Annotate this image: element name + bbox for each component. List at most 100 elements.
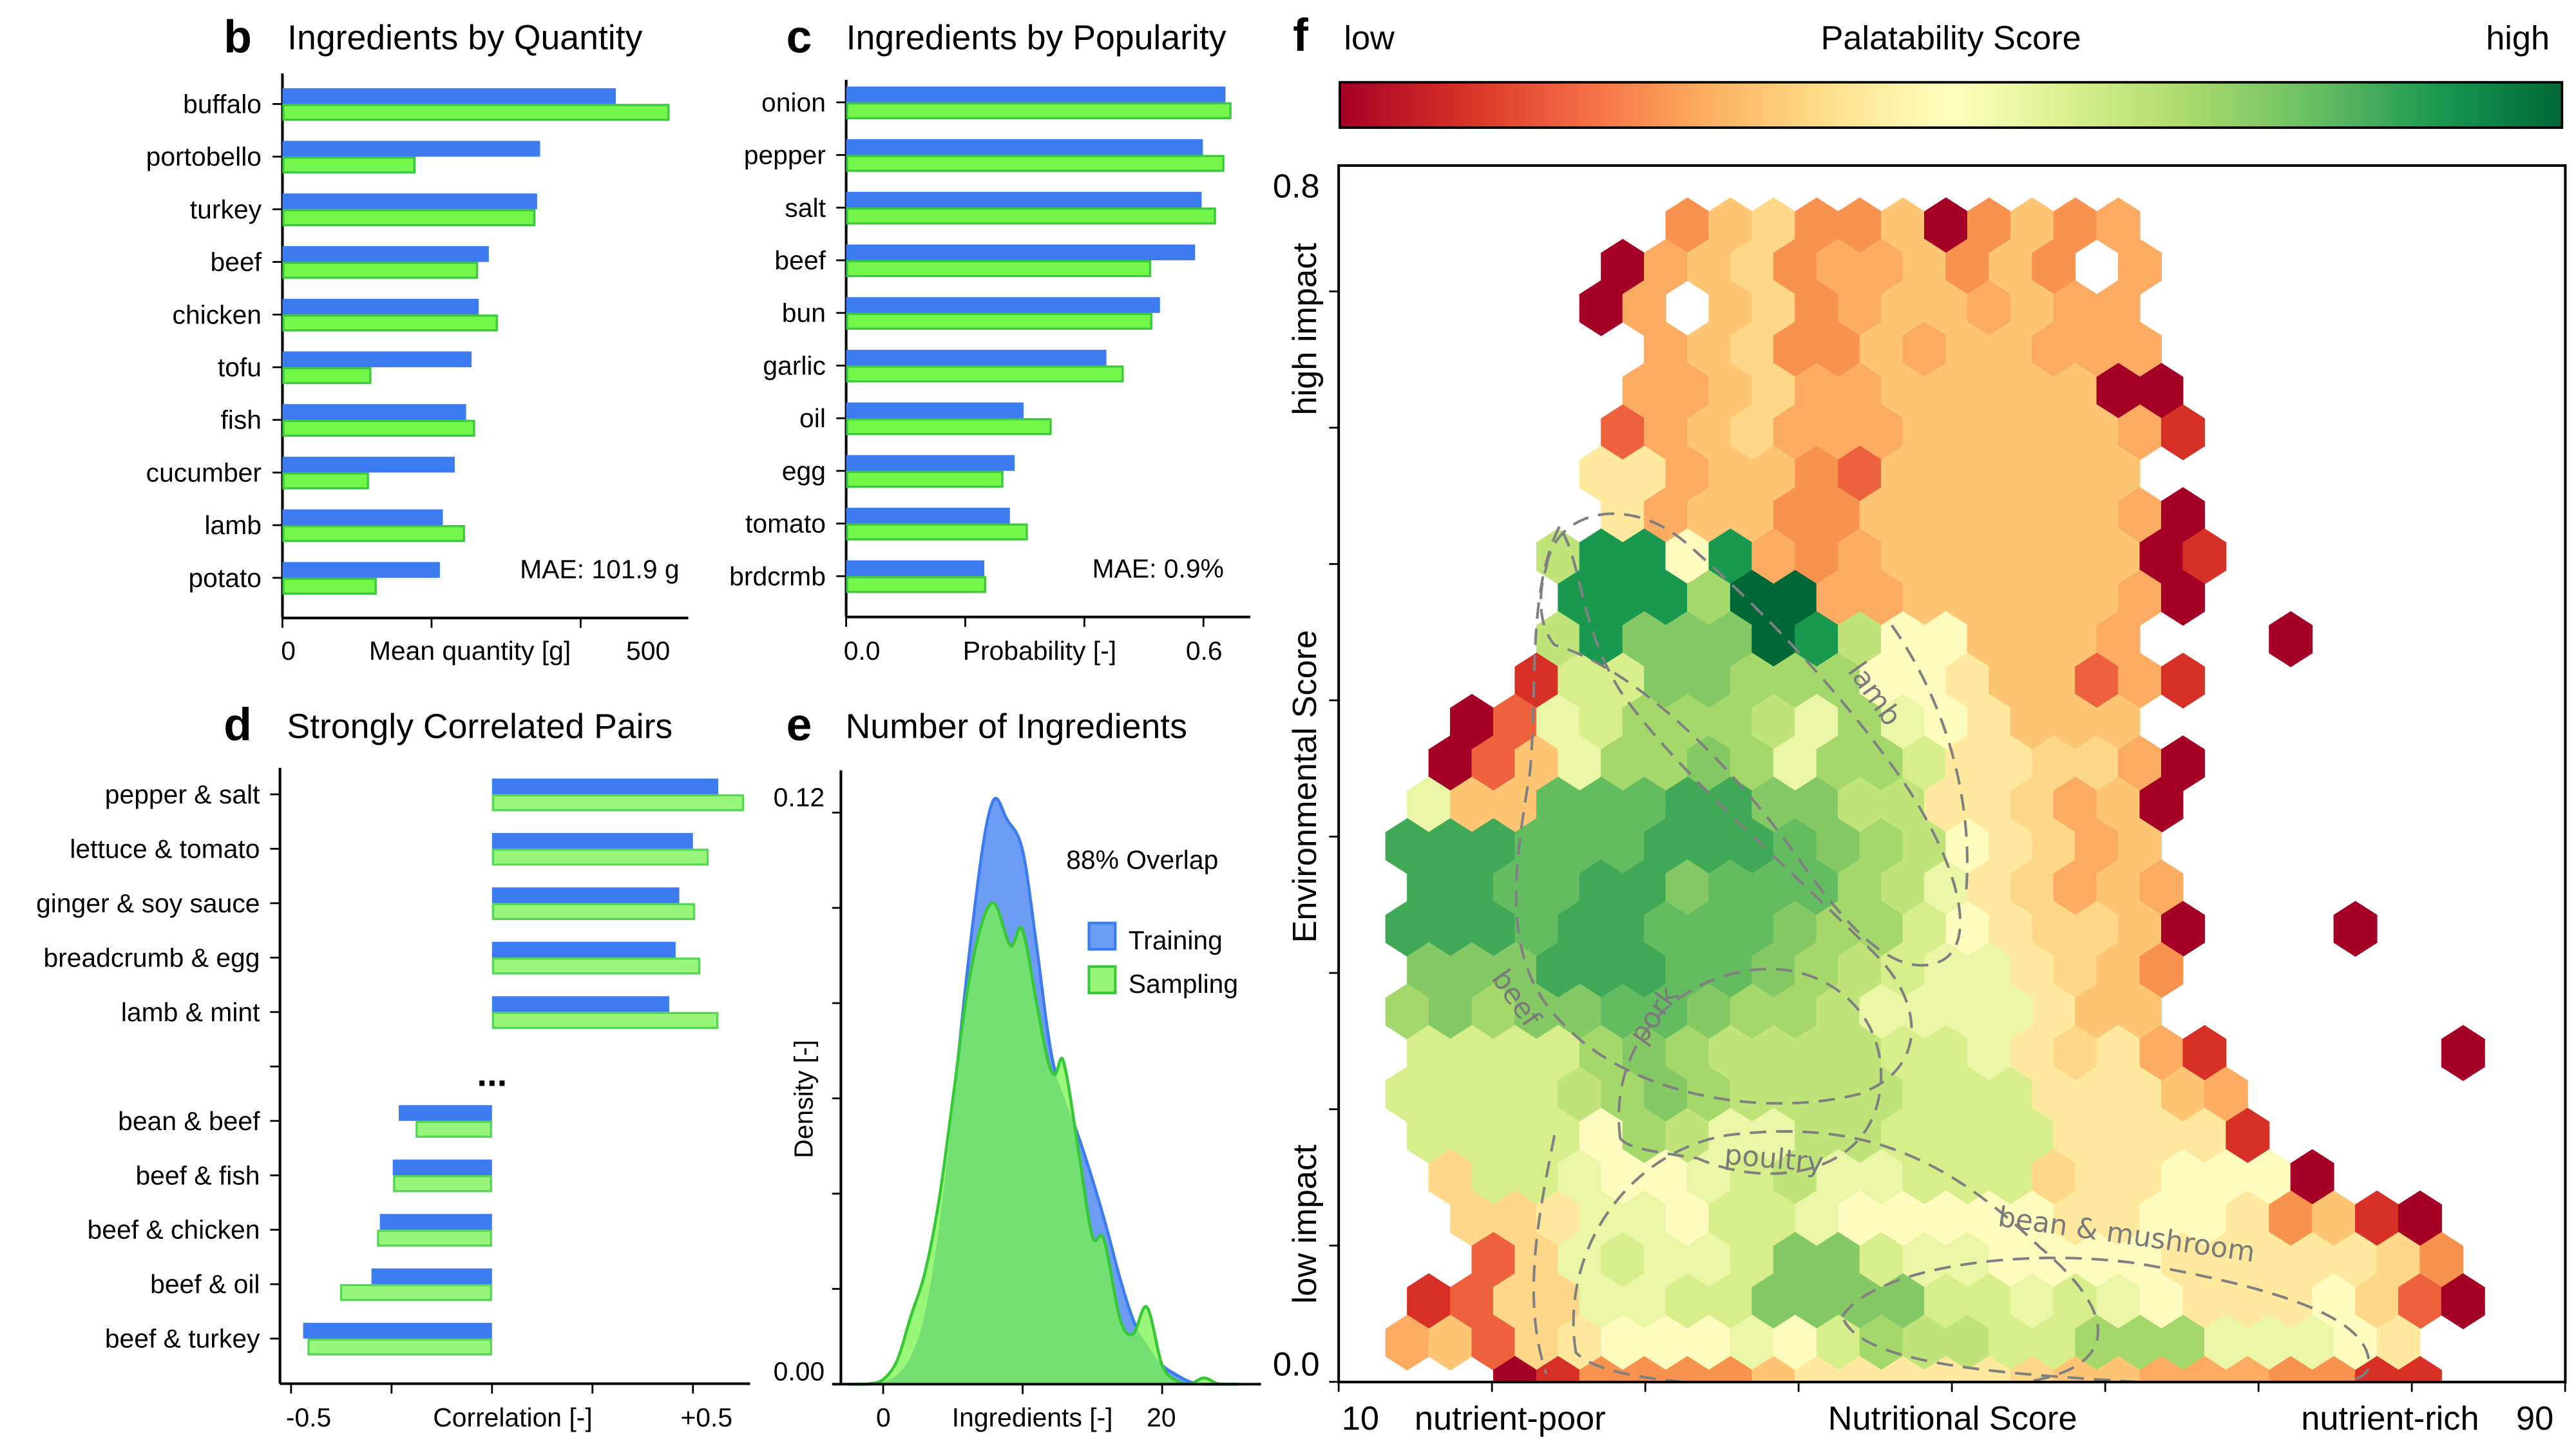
category-label: ginger & soy sauce bbox=[36, 888, 260, 918]
bar-training bbox=[282, 193, 537, 209]
bar-sampling bbox=[846, 576, 986, 593]
category-label: turkey bbox=[190, 195, 262, 224]
x-tick-label: 10 bbox=[1342, 1400, 1379, 1437]
overlap-annotation: 88% Overlap bbox=[1066, 845, 1218, 874]
x-tick-label: 0 bbox=[876, 1403, 891, 1432]
bar-sampling bbox=[282, 367, 372, 385]
y-tick-label: 0.0 bbox=[1273, 1346, 1320, 1383]
x-axis-label: Ingredients [-] bbox=[952, 1403, 1113, 1432]
category-label: lettuce & tomato bbox=[70, 834, 260, 863]
panel-e: e Number of Ingredients 0.12 0.00 Densit… bbox=[774, 699, 1261, 1432]
bar-group: onion pepper salt beef bun garlic oil egg tomato… bbox=[729, 86, 1232, 627]
bar-sampling bbox=[282, 524, 465, 542]
x-tick-label: 0 bbox=[281, 636, 296, 666]
bar-training bbox=[491, 887, 680, 903]
bar-training bbox=[491, 778, 719, 794]
category-label: lamb & mint bbox=[121, 997, 260, 1027]
bar-training bbox=[282, 509, 443, 526]
panel-title: Ingredients by Popularity bbox=[846, 19, 1226, 57]
category-label: salt bbox=[785, 193, 826, 222]
bar-sampling bbox=[282, 262, 479, 279]
gap-ellipsis: ... bbox=[477, 1053, 507, 1093]
bar-sampling bbox=[846, 102, 1232, 120]
y-tick-label: 0.00 bbox=[774, 1357, 825, 1387]
hex-cell bbox=[2161, 570, 2205, 626]
x-side-label-poor: nutrient-poor bbox=[1415, 1400, 1606, 1437]
bar-sampling bbox=[846, 260, 1152, 278]
bar-sampling bbox=[491, 957, 701, 975]
bar-sampling bbox=[491, 903, 695, 921]
panel-title: Ingredients by Quantity bbox=[287, 19, 642, 57]
category-label: beef & chicken bbox=[88, 1215, 260, 1245]
contour-beef bbox=[1514, 524, 1913, 1105]
contour-lamb bbox=[1539, 512, 1962, 967]
category-label: pepper & salt bbox=[105, 780, 260, 809]
category-label: bean & beef bbox=[118, 1106, 260, 1136]
category-label: garlic bbox=[763, 350, 826, 380]
bar-sampling bbox=[846, 207, 1216, 225]
bar-sampling bbox=[846, 312, 1152, 330]
y-axis-label: Environmental Score bbox=[1286, 630, 1324, 943]
bar-training bbox=[282, 351, 472, 367]
bar-training bbox=[282, 456, 455, 473]
category-label: cucumber bbox=[146, 457, 262, 487]
panel-letter: e bbox=[787, 699, 812, 751]
mae-annotation: MAE: 0.9% bbox=[1092, 553, 1224, 583]
x-tick-label: -0.5 bbox=[286, 1403, 331, 1432]
bar-sampling bbox=[846, 523, 1028, 541]
bar-sampling bbox=[491, 849, 709, 866]
panel-title: Number of Ingredients bbox=[846, 707, 1187, 745]
sampling-density-line bbox=[848, 901, 1239, 1386]
bar-sampling bbox=[846, 365, 1124, 383]
panel-title: Strongly Correlated Pairs bbox=[287, 707, 673, 745]
bar-sampling bbox=[846, 418, 1052, 436]
category-label: tofu bbox=[218, 352, 262, 382]
legend: Training Sampling bbox=[1087, 921, 1238, 999]
category-label: beef & fish bbox=[135, 1160, 260, 1190]
bar-training bbox=[846, 86, 1226, 102]
category-label: potato bbox=[188, 563, 262, 593]
colorbar-low-label: low bbox=[1344, 20, 1395, 57]
bar-training bbox=[392, 1159, 492, 1176]
bar-training bbox=[282, 562, 440, 578]
bar-training bbox=[491, 941, 676, 958]
y-tick-label: 0.12 bbox=[774, 782, 825, 812]
bar-sampling bbox=[282, 472, 369, 490]
bar-training bbox=[282, 298, 479, 315]
legend-swatch-sampling bbox=[1087, 965, 1117, 995]
hex-cell bbox=[2269, 611, 2313, 667]
bar-training bbox=[846, 244, 1196, 260]
bar-sampling bbox=[282, 314, 498, 332]
x-tick-label: 20 bbox=[1147, 1403, 1176, 1432]
category-label: lamb bbox=[204, 510, 262, 540]
panel-letter: b bbox=[224, 12, 252, 63]
x-tick-label: +0.5 bbox=[680, 1403, 732, 1432]
bar-sampling bbox=[415, 1120, 492, 1138]
bar-sampling bbox=[377, 1229, 492, 1247]
bar-training bbox=[846, 402, 1024, 419]
bar-sampling bbox=[393, 1175, 492, 1193]
hex-cell bbox=[2161, 404, 2205, 461]
x-axis-label: Correlation [-] bbox=[433, 1403, 592, 1432]
bar-sampling bbox=[282, 577, 377, 595]
x-tick-label: 0.0 bbox=[844, 636, 881, 666]
category-label: buffalo bbox=[183, 89, 262, 119]
contour-poultry bbox=[1572, 1130, 2100, 1383]
category-label: beef & turkey bbox=[105, 1324, 260, 1354]
contour-lamb-outer bbox=[1891, 624, 1969, 897]
bar-sampling bbox=[307, 1338, 492, 1356]
hex-cell bbox=[2398, 1356, 2442, 1383]
legend-swatch-training bbox=[1087, 921, 1117, 951]
bar-training bbox=[282, 140, 540, 157]
contour-pork bbox=[1617, 967, 1883, 1175]
bar-training bbox=[371, 1268, 492, 1285]
y-axis-label: Density [-] bbox=[788, 1040, 818, 1158]
category-label: brdcrmb bbox=[729, 561, 826, 591]
mae-annotation: MAE: 101.9 g bbox=[520, 555, 679, 584]
y-tick-label: 0.8 bbox=[1273, 168, 1320, 205]
bar-training bbox=[846, 560, 985, 577]
bar-training bbox=[846, 139, 1203, 155]
bar-training bbox=[491, 832, 693, 849]
x-tick-label: 500 bbox=[626, 636, 670, 666]
